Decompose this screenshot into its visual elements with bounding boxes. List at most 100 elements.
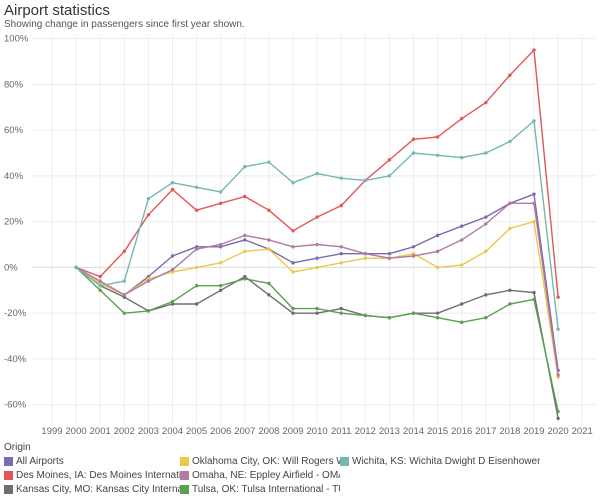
data-point[interactable]	[170, 300, 175, 304]
data-point[interactable]	[315, 311, 319, 315]
data-point[interactable]	[435, 311, 440, 315]
legend-item[interactable]: Kansas City, MO: Kansas City Internation…	[4, 483, 180, 496]
data-point[interactable]	[508, 288, 512, 292]
data-point[interactable]	[267, 281, 271, 286]
data-point[interactable]	[532, 119, 536, 123]
data-point[interactable]	[556, 416, 560, 421]
data-point[interactable]	[219, 261, 223, 265]
data-point[interactable]	[460, 224, 464, 228]
data-point[interactable]	[363, 313, 367, 318]
data-point[interactable]	[219, 288, 223, 292]
legend-item[interactable]: Wichita, KS: Wichita Dwight D Eisenhower…	[340, 455, 540, 468]
data-point[interactable]	[146, 213, 151, 217]
data-point[interactable]	[194, 247, 199, 251]
data-point[interactable]	[460, 263, 464, 267]
data-point[interactable]	[194, 185, 199, 190]
data-point[interactable]	[532, 201, 536, 206]
data-point[interactable]	[122, 279, 127, 283]
data-point[interactable]	[387, 174, 392, 178]
data-point[interactable]	[170, 267, 175, 272]
data-point[interactable]	[435, 135, 440, 139]
data-point[interactable]	[291, 306, 295, 311]
data-point[interactable]	[243, 238, 247, 242]
legend-item[interactable]: Omaha, NE: Eppley Airfield - OMA	[180, 469, 340, 482]
data-point[interactable]	[194, 265, 199, 270]
data-point[interactable]	[267, 293, 271, 297]
data-point[interactable]	[363, 178, 367, 183]
data-point[interactable]	[219, 242, 223, 247]
data-point[interactable]	[243, 277, 247, 281]
data-point[interactable]	[460, 155, 464, 160]
data-point[interactable]	[339, 203, 343, 208]
data-point[interactable]	[484, 293, 488, 297]
data-point[interactable]	[339, 311, 343, 315]
data-point[interactable]	[219, 284, 223, 288]
data-point[interactable]	[315, 256, 319, 260]
data-point[interactable]	[291, 270, 295, 274]
data-point[interactable]	[556, 409, 560, 414]
data-point[interactable]	[387, 316, 392, 320]
data-point[interactable]	[532, 290, 536, 295]
data-point[interactable]	[291, 311, 295, 315]
data-point[interactable]	[387, 251, 392, 256]
data-point[interactable]	[411, 151, 416, 155]
data-point[interactable]	[267, 238, 271, 242]
data-point[interactable]	[339, 245, 343, 249]
data-point[interactable]	[315, 171, 319, 176]
data-point[interactable]	[532, 297, 536, 302]
data-point[interactable]	[219, 201, 223, 206]
data-point[interactable]	[291, 181, 295, 185]
data-point[interactable]	[122, 249, 127, 254]
data-point[interactable]	[508, 73, 512, 77]
data-point[interactable]	[484, 316, 488, 320]
data-point[interactable]	[435, 265, 440, 270]
data-point[interactable]	[243, 194, 247, 199]
data-point[interactable]	[315, 242, 319, 247]
data-point[interactable]	[435, 249, 440, 254]
data-point[interactable]	[243, 249, 247, 254]
data-point[interactable]	[411, 245, 416, 249]
data-point[interactable]	[339, 176, 343, 180]
data-point[interactable]	[267, 208, 271, 212]
data-point[interactable]	[98, 274, 102, 279]
legend-item[interactable]: Des Moines, IA: Des Moines International…	[4, 469, 180, 482]
data-point[interactable]	[170, 181, 175, 185]
data-point[interactable]	[363, 256, 367, 260]
data-point[interactable]	[267, 160, 271, 164]
data-point[interactable]	[315, 306, 319, 311]
data-point[interactable]	[243, 165, 247, 169]
data-point[interactable]	[122, 293, 127, 297]
data-point[interactable]	[98, 279, 102, 283]
legend-item[interactable]: All Airports	[4, 455, 180, 468]
data-point[interactable]	[387, 158, 392, 162]
data-point[interactable]	[146, 197, 151, 201]
data-point[interactable]	[532, 219, 536, 224]
data-point[interactable]	[291, 229, 295, 233]
data-point[interactable]	[291, 245, 295, 249]
data-point[interactable]	[194, 284, 199, 288]
data-point[interactable]	[291, 261, 295, 265]
data-point[interactable]	[460, 238, 464, 242]
data-point[interactable]	[411, 137, 416, 141]
legend-item[interactable]: Tulsa, OK: Tulsa International - TUL	[180, 483, 340, 496]
data-point[interactable]	[146, 309, 151, 313]
data-point[interactable]	[219, 190, 223, 194]
data-point[interactable]	[194, 302, 199, 306]
data-point[interactable]	[435, 153, 440, 157]
data-point[interactable]	[170, 254, 175, 258]
data-point[interactable]	[387, 256, 392, 260]
data-point[interactable]	[508, 302, 512, 306]
legend-item[interactable]: Oklahoma City, OK: Will Rogers World - O…	[180, 455, 340, 468]
data-point[interactable]	[243, 233, 247, 238]
data-point[interactable]	[484, 100, 488, 105]
data-point[interactable]	[98, 288, 102, 292]
data-point[interactable]	[267, 247, 271, 251]
data-point[interactable]	[508, 226, 512, 231]
data-point[interactable]	[194, 208, 199, 212]
data-point[interactable]	[411, 311, 416, 315]
data-point[interactable]	[74, 265, 78, 270]
data-point[interactable]	[508, 201, 512, 206]
data-point[interactable]	[556, 373, 560, 377]
data-point[interactable]	[532, 48, 536, 52]
data-point[interactable]	[484, 249, 488, 254]
